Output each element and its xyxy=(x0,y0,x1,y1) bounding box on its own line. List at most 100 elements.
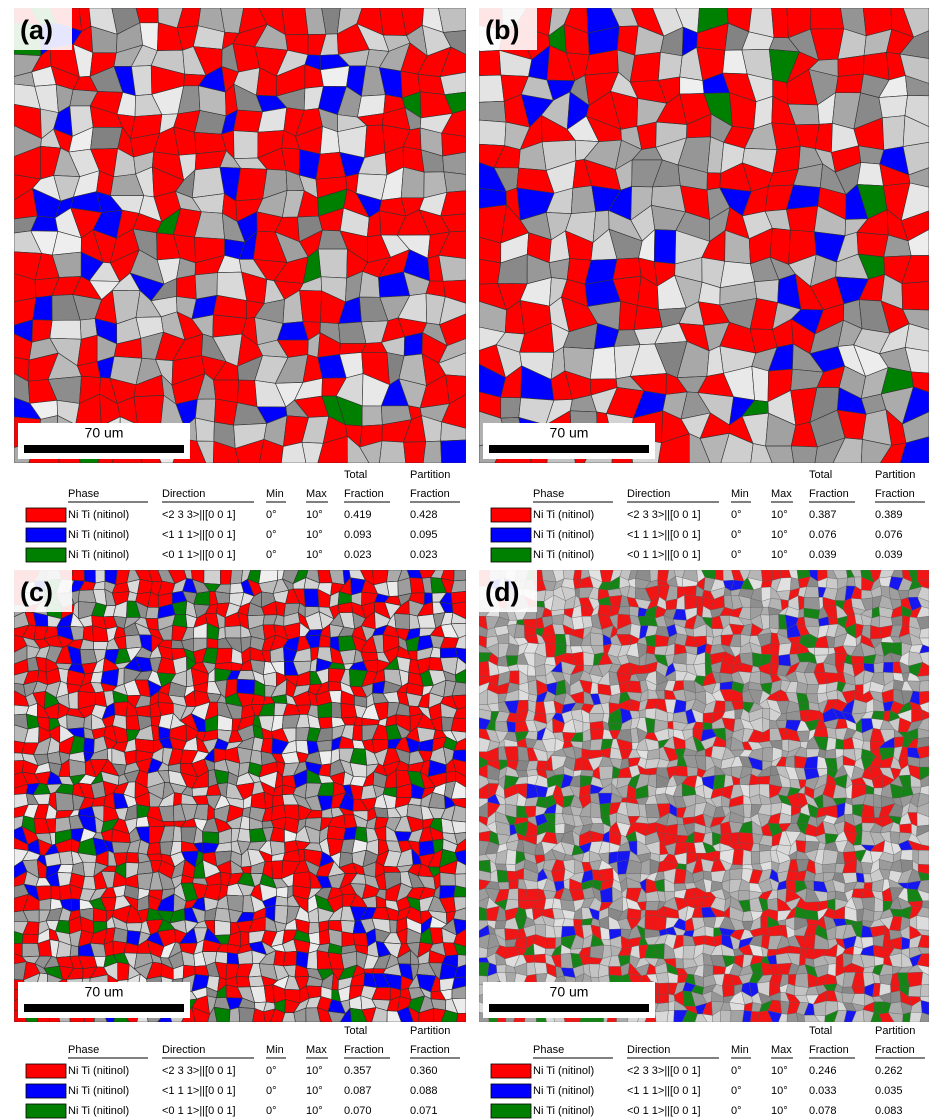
grain xyxy=(739,891,750,901)
grain xyxy=(761,580,772,587)
scale-bar xyxy=(24,1004,184,1012)
cell: 0.088 xyxy=(410,1085,438,1097)
grain xyxy=(907,972,923,987)
cell: 0.039 xyxy=(875,549,903,561)
cell: 0.071 xyxy=(410,1105,438,1117)
header: Partition xyxy=(875,1025,915,1037)
grain xyxy=(590,945,604,959)
grain xyxy=(114,702,128,717)
scale-bar-label: 70 um xyxy=(550,984,589,1000)
grain xyxy=(195,273,217,299)
grain xyxy=(68,691,78,709)
cell: <2 3 3>||[0 0 1] xyxy=(162,1065,236,1077)
grain xyxy=(613,258,641,280)
grain xyxy=(59,851,73,865)
grain xyxy=(769,614,779,629)
cell: 0° xyxy=(731,509,742,521)
grain xyxy=(658,994,669,1003)
grain xyxy=(707,173,721,190)
grain xyxy=(192,787,208,797)
grain xyxy=(730,868,743,879)
header: Direction xyxy=(162,488,205,500)
grain xyxy=(817,684,827,694)
cell: 10° xyxy=(306,509,323,521)
grain xyxy=(656,972,669,983)
scale-bar xyxy=(489,445,649,453)
header: Total xyxy=(344,469,367,481)
grain xyxy=(917,916,929,931)
grain xyxy=(563,570,575,579)
grain xyxy=(658,52,682,80)
cell: Ni Ti (nitinol) xyxy=(533,529,594,541)
grain xyxy=(556,680,566,696)
grain xyxy=(506,864,516,871)
ebsd-map xyxy=(479,8,929,463)
cell: 0.389 xyxy=(875,509,903,521)
cell: 0.033 xyxy=(809,1085,837,1097)
grain xyxy=(826,727,836,738)
grain xyxy=(894,737,903,748)
cell: 0.387 xyxy=(809,509,837,521)
grain xyxy=(94,642,109,650)
grain xyxy=(215,920,231,935)
cell: Ni Ti (nitinol) xyxy=(68,509,129,521)
cell: 0° xyxy=(266,1085,277,1097)
cell: 0.023 xyxy=(410,549,438,561)
color-swatch xyxy=(26,528,66,542)
grain xyxy=(451,718,466,732)
header: Max xyxy=(771,1044,792,1056)
grain xyxy=(237,670,255,680)
cell: 0.419 xyxy=(344,509,372,521)
grain xyxy=(590,729,604,740)
grain xyxy=(534,962,547,974)
grain xyxy=(479,907,487,920)
grain xyxy=(55,792,73,810)
grain xyxy=(236,168,267,201)
grain xyxy=(761,570,773,581)
page: (a)70 umTotalPartitionPhaseDirectionMinM… xyxy=(0,0,929,1119)
cell: 0.087 xyxy=(344,1085,372,1097)
color-swatch xyxy=(26,1104,66,1118)
cell: 0.039 xyxy=(809,549,837,561)
grain xyxy=(665,824,678,835)
header: Total xyxy=(809,1025,832,1037)
grain xyxy=(857,232,888,257)
grain xyxy=(919,628,929,638)
grain xyxy=(195,418,214,441)
cell: Ni Ti (nitinol) xyxy=(68,1065,129,1077)
grain xyxy=(713,965,726,974)
grain xyxy=(113,928,128,943)
grain xyxy=(798,596,804,610)
grain xyxy=(703,723,712,730)
grain xyxy=(365,125,386,158)
header: Total xyxy=(344,1025,367,1037)
grain xyxy=(545,643,556,658)
figure: (a)70 umTotalPartitionPhaseDirectionMinM… xyxy=(0,0,929,1119)
grain xyxy=(479,101,506,122)
cell: 0.262 xyxy=(875,1065,903,1077)
cell: 0° xyxy=(731,1085,742,1097)
grain xyxy=(879,95,908,117)
cell: 0° xyxy=(731,529,742,541)
grain xyxy=(762,747,772,761)
grain xyxy=(146,607,159,618)
grain xyxy=(917,570,929,581)
header: Min xyxy=(731,488,749,500)
scale-bar xyxy=(489,1004,649,1012)
grain xyxy=(317,740,333,751)
grain xyxy=(696,596,703,608)
cell: <1 1 1>||[0 0 1] xyxy=(162,1085,236,1097)
grain xyxy=(804,934,815,949)
grain xyxy=(731,1010,744,1022)
color-swatch xyxy=(26,508,66,522)
grain xyxy=(22,934,38,944)
grain xyxy=(237,747,252,763)
grain xyxy=(440,872,455,885)
grain xyxy=(552,614,564,624)
grain xyxy=(84,738,95,753)
cell: Ni Ti (nitinol) xyxy=(533,1105,594,1117)
cell: 0.428 xyxy=(410,509,438,521)
grain xyxy=(202,832,218,844)
cell: Ni Ti (nitinol) xyxy=(68,1085,129,1097)
ebsd-map xyxy=(14,570,466,1022)
